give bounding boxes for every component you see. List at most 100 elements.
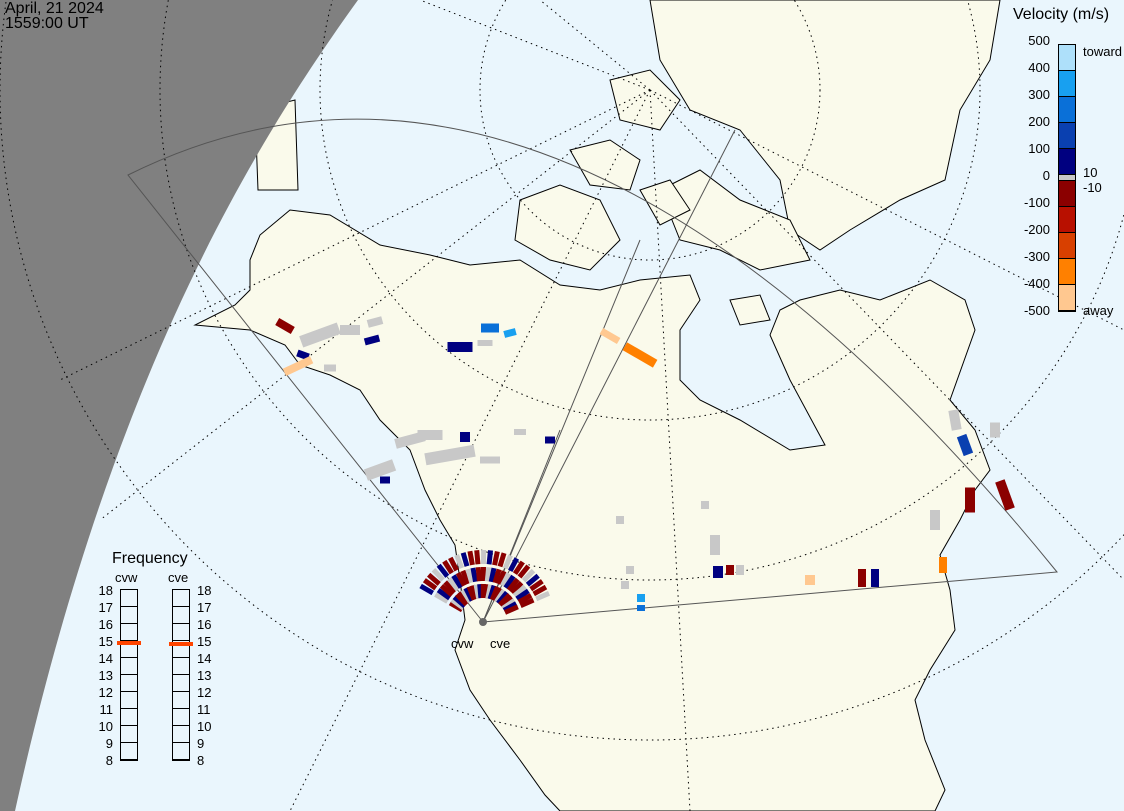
near-range-echo	[448, 600, 464, 613]
near-range-echo	[532, 584, 548, 597]
velocity-echo	[447, 342, 473, 352]
map-label-cvw: cvw	[451, 636, 474, 651]
velocity-echo	[637, 594, 645, 602]
velocity-tick-label: -400	[1023, 276, 1050, 291]
ground-scatter-echo	[621, 581, 629, 589]
frequency-tick-label: 13	[98, 668, 113, 683]
near-range-echo	[529, 579, 544, 592]
velocity-echo	[805, 575, 815, 585]
frequency-tick-label: 13	[197, 668, 212, 683]
near-range-echo	[460, 569, 471, 585]
near-range-echo	[474, 550, 481, 565]
ground-scatter-echo	[417, 430, 443, 440]
near-range-echo	[434, 592, 449, 604]
velocity-tick-label: -300	[1023, 249, 1050, 264]
near-range-echo	[470, 567, 478, 583]
near-range-echo	[497, 552, 507, 568]
near-range-echo	[442, 559, 454, 575]
frequency-cell	[121, 743, 137, 760]
away-label: away	[1083, 303, 1114, 318]
near-range-echo	[451, 574, 464, 589]
velocity-colorbar	[1058, 44, 1076, 312]
near-range-echo	[517, 564, 531, 579]
near-range-echo	[492, 568, 502, 584]
velocity-tick-label: 500	[1028, 33, 1050, 48]
near-range-echo	[494, 588, 507, 604]
southampton-island	[729, 294, 771, 326]
ground-scatter-echo	[514, 429, 526, 435]
greenland	[649, 0, 1001, 251]
frequency-cell	[173, 692, 189, 709]
velocity-echo	[871, 569, 879, 587]
velocity-echo	[965, 487, 975, 513]
color-swatch	[1059, 233, 1075, 259]
frequency-tick-label: 18	[197, 583, 212, 598]
near-range-echo	[465, 568, 475, 584]
near-range-echo	[521, 568, 536, 583]
near-range-echo	[512, 560, 525, 576]
near-range-echo	[517, 593, 533, 605]
ground-scatter-echo	[477, 340, 493, 346]
ground-scatter-echo	[701, 501, 709, 509]
color-swatch	[1059, 71, 1075, 97]
near-range-echo	[504, 604, 519, 615]
frequency-cell	[173, 607, 189, 624]
velocity-echo	[545, 436, 555, 444]
velocity-tick-label: 0	[1042, 168, 1050, 183]
frequency-cell	[173, 675, 189, 692]
frequency-legend-title: Frequency	[112, 550, 188, 567]
near-range-echo	[502, 554, 513, 570]
frequency-cell	[121, 658, 137, 675]
frequency-cell	[173, 709, 189, 726]
velocity-echo	[481, 323, 499, 333]
velocity-echo	[503, 328, 517, 338]
near-range-echo	[431, 568, 445, 582]
near-range-echo	[422, 578, 438, 591]
ground-scatter-echo	[366, 316, 384, 328]
color-swatch	[1059, 207, 1075, 233]
ground-scatter-echo	[480, 456, 500, 464]
time-label: 1559:00 UT	[5, 15, 89, 32]
near-range-echo	[475, 566, 482, 582]
frequency-tick-label: 10	[98, 719, 113, 734]
velocity-tick-label: 200	[1028, 114, 1050, 129]
near-range-echo	[460, 552, 470, 567]
frequency-marker	[169, 641, 193, 646]
frequency-tick-label: 12	[197, 685, 212, 700]
frequency-cell	[121, 692, 137, 709]
frequency-tick-label: 15	[98, 634, 113, 649]
near-range-echo	[506, 577, 520, 592]
velocity-echo	[380, 476, 390, 484]
velocity-echo	[622, 342, 658, 368]
radar-cve-label: cve	[168, 570, 189, 585]
frequency-cell	[173, 624, 189, 641]
night-region	[0, 0, 358, 811]
arctic-island	[639, 179, 691, 226]
color-swatch	[1059, 97, 1075, 123]
velocity-echo	[939, 557, 947, 573]
frequency-bar-cvw	[117, 589, 141, 761]
near-range-echo	[488, 567, 497, 583]
frequency-tick-label: 14	[197, 651, 212, 666]
near-range-echo	[535, 590, 551, 602]
frequency-cell	[121, 675, 137, 692]
frequency-tick-label: 17	[197, 600, 212, 615]
frequency-tick-label: 16	[197, 617, 212, 632]
frequency-cell	[121, 726, 137, 743]
velocity-echo	[599, 327, 621, 345]
toward-label: toward	[1083, 44, 1123, 59]
near-range-echo	[480, 566, 486, 582]
baffin-island	[659, 169, 811, 271]
frequency-cell	[173, 743, 189, 760]
ground-scatter-echo	[736, 565, 744, 575]
velocity-echo	[726, 565, 734, 575]
velocity-echo	[713, 566, 723, 578]
near-range-echo	[496, 590, 509, 605]
frequency-cell	[121, 709, 137, 726]
near-range-echo	[450, 597, 465, 611]
near-range-echo	[512, 584, 527, 598]
frequency-bar-cve	[169, 589, 193, 761]
near-range-echo	[455, 571, 467, 587]
frequency-tick-label: 12	[98, 685, 113, 700]
frequency-cell	[173, 726, 189, 743]
